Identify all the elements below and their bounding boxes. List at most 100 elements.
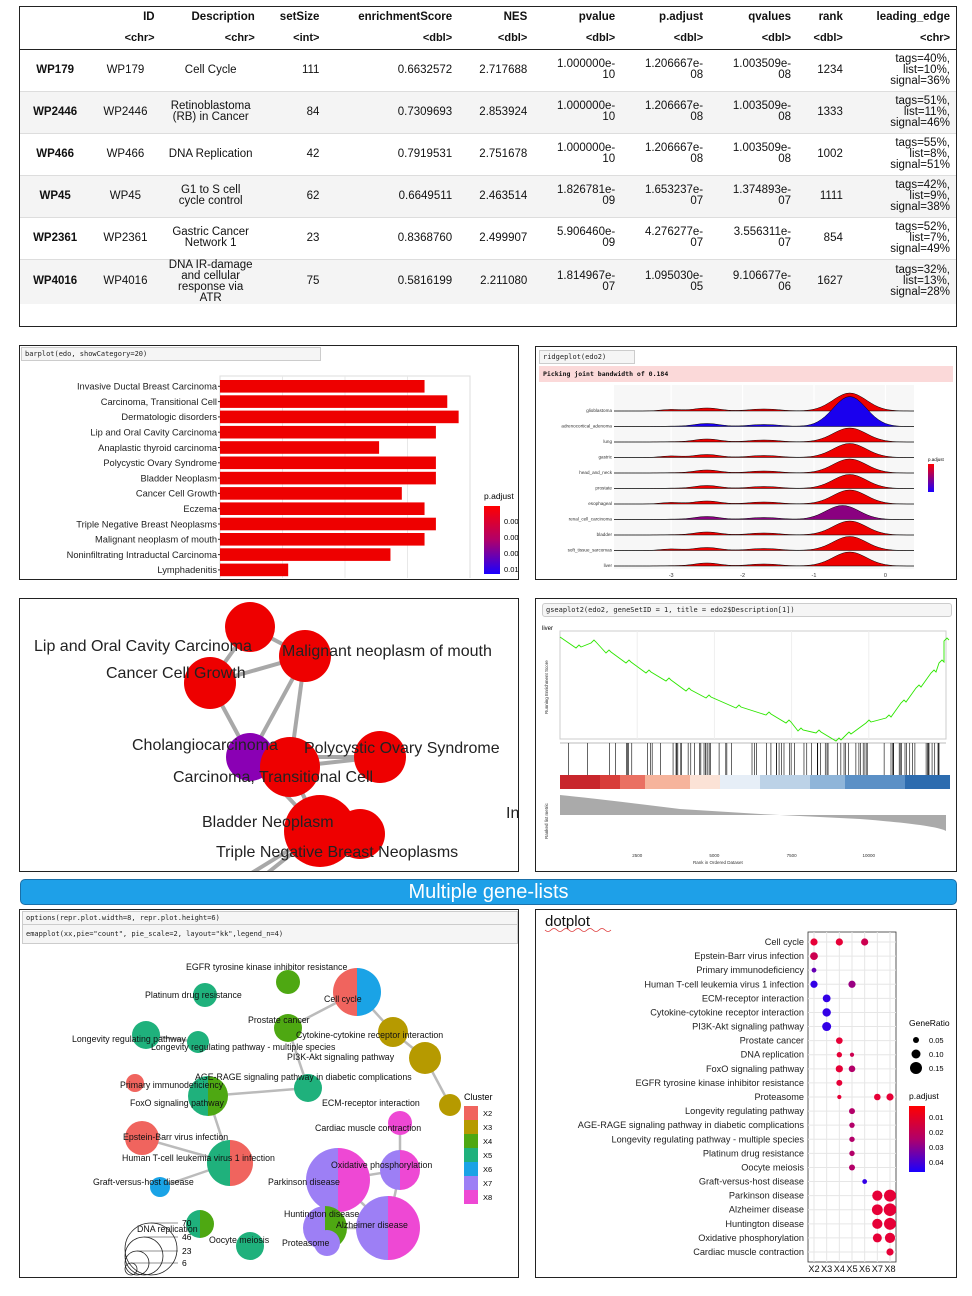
pie-node [439, 1094, 461, 1116]
col-header: qvalues [709, 7, 797, 27]
cell-line: tags=52%, [855, 222, 950, 233]
table-cell-rank: 854 [797, 217, 849, 259]
legend-title: GeneRatio [909, 1018, 950, 1028]
cell-line: signal=28% [855, 287, 950, 298]
x-tick-label: X6 [859, 1264, 870, 1274]
x-axis-label: Rank in Ordered Dataset [693, 860, 744, 865]
cell-line: 10 [539, 70, 615, 81]
dot [874, 1094, 881, 1101]
color-legend [484, 506, 500, 574]
table-cell-le: tags=32%, list=13%, signal=28% [849, 259, 956, 304]
plot-title: liver [542, 626, 553, 632]
table-cell-le: tags=42%, list=9%, signal=38% [849, 175, 956, 217]
legend-swatch [464, 1106, 478, 1120]
legend-tick: 0.0025 [504, 517, 519, 526]
table-cell-nes: 2.853924 [458, 91, 533, 133]
y-tick-label: Alzheimer disease [729, 1205, 804, 1215]
y-tick-label: Cardiac muscle contraction [693, 1247, 804, 1257]
cell-line: 09 [539, 238, 615, 249]
col-header: NES [458, 7, 533, 27]
table-cell-desc: Cell Cycle [161, 49, 261, 91]
table-cell-es: 0.6649511 [325, 175, 458, 217]
cell-line: 08 [715, 70, 791, 81]
gseaplot-panel: gseaplot2(edo2, geneSetID = 1, title = e… [535, 598, 957, 872]
rank-heat-segment [645, 775, 690, 789]
y-tick-label: FoxO signaling pathway [706, 1064, 804, 1074]
table-type-row: <chr> <chr> <int> <dbl> <dbl> <dbl> <dbl… [20, 27, 956, 49]
x-tick: 7500 [787, 853, 798, 858]
col-type: <chr> [849, 27, 956, 49]
dot [836, 1065, 843, 1072]
rank-heat-segment [620, 775, 645, 789]
legend-label: X6 [483, 1165, 492, 1174]
table-cell-pv: 1.826781e- 09 [533, 175, 621, 217]
y-tick-label: Platinum drug resistance [703, 1148, 804, 1158]
table-cell-es: 0.6632572 [325, 49, 458, 91]
table-cell-qv: 1.003509e- 08 [709, 49, 797, 91]
category-label: adrenocortical_adenoma [561, 424, 612, 429]
ranked-metric-area [560, 795, 946, 831]
node-label: Cytokine-cytokine receptor interaction [296, 1030, 443, 1040]
dot [837, 1095, 841, 1099]
bar [220, 411, 459, 424]
col-header: Description [161, 7, 261, 27]
legend-label: X8 [483, 1193, 492, 1202]
section-banner: Multiple gene-lists [20, 879, 957, 905]
col-type: <dbl> [621, 27, 709, 49]
dot [850, 1053, 854, 1057]
cell-line: 10 [539, 154, 615, 165]
category-label: soft_tissue_sarcomas [568, 548, 613, 553]
category-label: Cancer Cell Growth [136, 489, 217, 499]
node-label: Lip and Oral Cavity Carcinoma [34, 638, 252, 655]
dot [872, 1204, 883, 1215]
category-label: lung [603, 439, 612, 444]
dot [822, 1022, 831, 1031]
bar [220, 457, 436, 470]
node-label: Triple Negative Breast Neoplasms [216, 844, 458, 861]
col-type: <dbl> [797, 27, 849, 49]
pie-slice [200, 1210, 214, 1238]
table-cell-rowname: WP4016 [20, 259, 90, 304]
table-cell-desc: DNA IR-damage and cellular response via … [161, 259, 261, 304]
node-label: Primary immunodeficiency [120, 1080, 224, 1090]
node-label: Cholangiocarcinoma [132, 737, 278, 754]
y-axis-label-bottom: Ranked list metric [544, 802, 549, 839]
pie-slice [230, 1140, 253, 1186]
cell-line: signal=49% [855, 244, 950, 255]
dot [849, 1122, 854, 1127]
barplot-panel: barplot(edo, showCategory=20) Invasive D… [19, 345, 519, 580]
legend-title: Cluster [464, 1092, 493, 1102]
legend-tick: 0.0050 [504, 533, 519, 542]
stderr-message: Picking joint bandwidth of 0.184 [539, 366, 953, 382]
col-type: <dbl> [533, 27, 621, 49]
cell-line: signal=51% [855, 160, 950, 171]
x-tick: 10000 [863, 853, 876, 858]
cell-line: signal=36% [855, 76, 950, 87]
node-label: Proteasome [282, 1238, 330, 1248]
table-cell-le: tags=51%, list=11%, signal=46% [849, 91, 956, 133]
cell-line: 05 [627, 282, 703, 293]
table-cell-desc: Gastric Cancer Network 1 [161, 217, 261, 259]
category-label: Invasive Ductal Breast Carcinoma [77, 382, 218, 392]
bar [220, 533, 425, 546]
dot [885, 1233, 895, 1243]
cell-line: tags=55%, [855, 138, 950, 149]
cell-line: 07 [627, 238, 703, 249]
dot [849, 1137, 854, 1142]
cell-line: tags=42%, [855, 180, 950, 191]
y-tick-label: DNA replication [741, 1050, 804, 1060]
col-header: ID [90, 7, 160, 27]
y-tick-label: Huntington disease [725, 1219, 804, 1229]
pie-node [333, 968, 381, 1016]
bar [220, 518, 436, 531]
table-cell-id: WP2446 [90, 91, 160, 133]
table-cell-qv: 9.106677e- 06 [709, 259, 797, 304]
dot [849, 1164, 855, 1170]
col-header: p.adjust [621, 7, 709, 27]
table-cell-nes: 2.499907 [458, 217, 533, 259]
legend-swatch [464, 1134, 478, 1148]
table-cell-nes: 2.751678 [458, 133, 533, 175]
node-label: Alzheimer disease [336, 1220, 408, 1230]
dot [884, 1190, 896, 1202]
table-cell-rowname: WP2446 [20, 91, 90, 133]
